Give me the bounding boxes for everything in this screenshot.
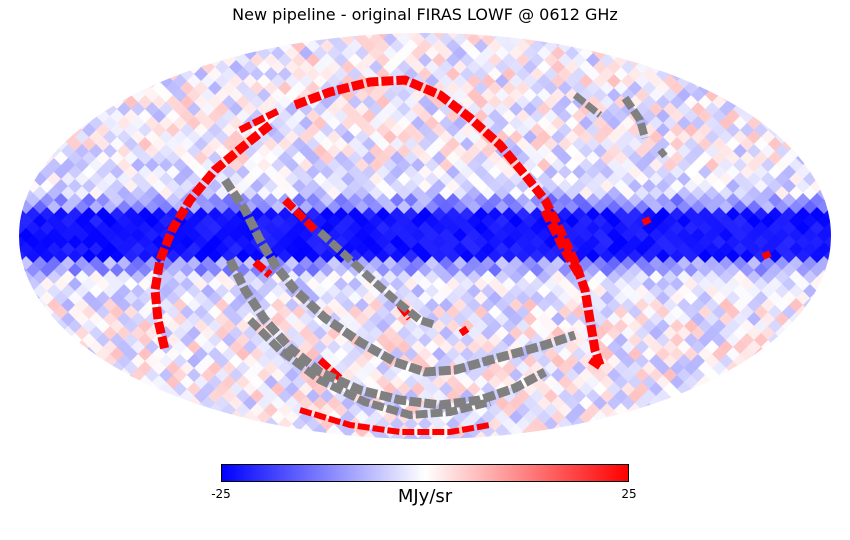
- saturated-band: [293, 75, 605, 367]
- colorbar-min-label: -25: [211, 487, 231, 501]
- chart-title: New pipeline - original FIRAS LOWF @ 061…: [232, 5, 618, 24]
- saturated-band: [540, 207, 585, 278]
- colorbar-unit-label: MJy/sr: [397, 486, 453, 507]
- saturated-band: [299, 407, 491, 435]
- map-pixel: [361, 431, 377, 439]
- saturated-band: [458, 325, 470, 337]
- map-pixel: [487, 431, 503, 439]
- sky-map: [19, 33, 831, 439]
- map-pixel: [473, 431, 489, 439]
- map-pixel: [816, 284, 831, 300]
- masked-track: [621, 95, 649, 140]
- map-pixel: [389, 431, 405, 439]
- saturated-band: [150, 121, 273, 352]
- map-pixel: [19, 172, 34, 188]
- masked-track: [657, 147, 668, 159]
- map-pixel: [816, 172, 831, 188]
- map-pixel: [459, 431, 475, 439]
- colorbar-max-label: 25: [621, 487, 637, 501]
- saturated-band: [252, 258, 273, 279]
- masked-track: [225, 257, 548, 410]
- colorbar: [221, 464, 629, 482]
- map-pixel: [19, 284, 34, 300]
- saturated-band: [282, 197, 318, 233]
- saturated-band: [588, 357, 604, 371]
- saturated-band: [238, 106, 282, 134]
- map-pixel: [375, 431, 391, 439]
- masked-track: [572, 92, 603, 118]
- masked-track: [221, 177, 577, 377]
- saturated-band: [641, 216, 652, 226]
- map-pixel: [347, 431, 363, 439]
- saturated-band: [761, 250, 772, 260]
- masked-track: [247, 317, 491, 419]
- masked-track: [317, 229, 437, 329]
